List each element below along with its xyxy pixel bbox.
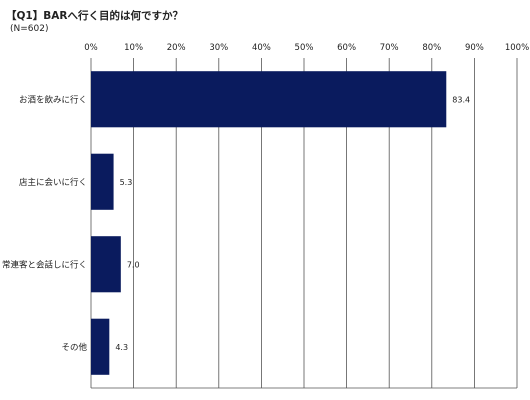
data-label: 4.3 (115, 343, 128, 352)
x-tick-label: 20% (167, 43, 186, 53)
category-label: 店主に会いに行く (19, 177, 87, 188)
bars (91, 71, 447, 375)
bar (91, 153, 114, 210)
x-tick-label: 0% (84, 43, 98, 53)
x-tick-label: 70% (380, 43, 399, 53)
x-tick-labels: 0% 10% 20% 30% 40% 50% 60% 70% 80% 90% 100% (84, 43, 529, 53)
x-tick-label: 100% (505, 43, 529, 53)
x-tick-label: 10% (124, 43, 143, 53)
bar (91, 318, 110, 375)
x-tick-label: 60% (337, 43, 356, 53)
x-tick-label: 30% (209, 43, 228, 53)
category-label: その他 (61, 342, 87, 353)
chart-subtitle: (N=602) (10, 24, 49, 34)
bar (91, 236, 121, 293)
x-tick-label: 80% (422, 43, 441, 53)
chart-title: 【Q1】BARへ行く目的は何ですか？ (6, 10, 183, 22)
data-label: 7.0 (127, 260, 140, 269)
x-tick-label: 50% (295, 43, 314, 53)
data-label: 5.3 (120, 178, 133, 187)
data-label: 83.4 (452, 95, 470, 104)
x-tick-label: 40% (252, 43, 271, 53)
x-tick-label: 90% (465, 43, 484, 53)
bar (91, 71, 447, 128)
category-label: 常連客と会話しに行く (2, 259, 87, 270)
data-labels: 83.4 5.3 7.0 4.3 (115, 95, 470, 352)
category-label: お酒を飲みに行く (19, 94, 87, 105)
